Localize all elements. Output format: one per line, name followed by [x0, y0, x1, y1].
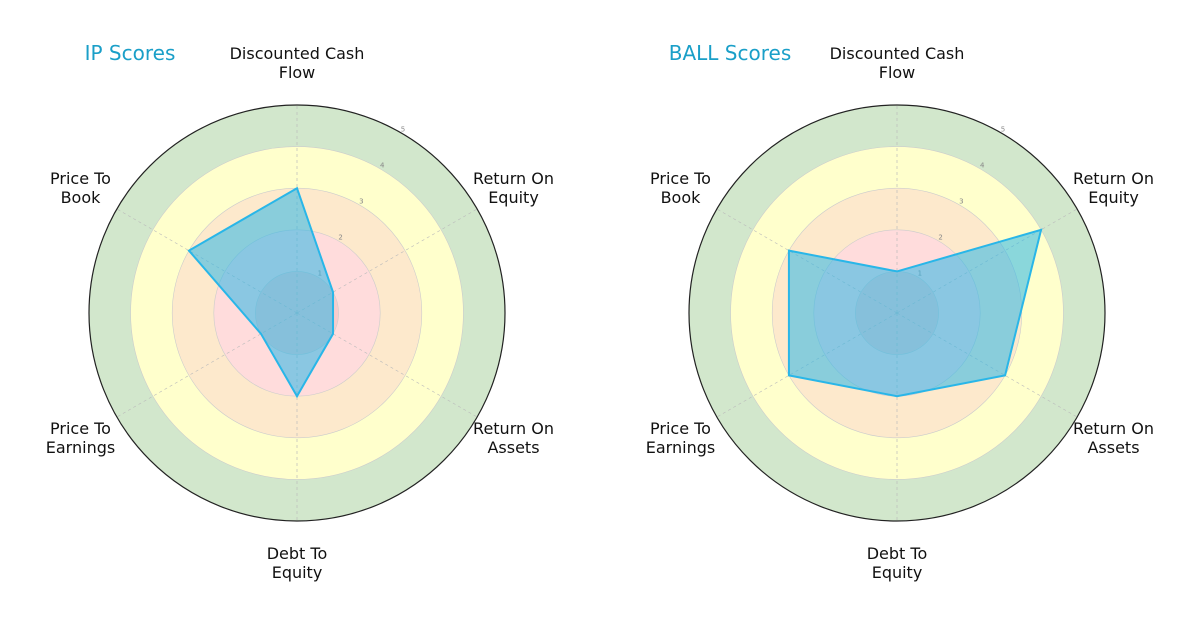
r-tick-label: 4: [380, 161, 385, 169]
r-tick-label: 3: [359, 197, 363, 205]
axis-label: Return On Assets: [1073, 419, 1154, 457]
r-tick-label: 5: [401, 125, 405, 133]
score-polygon: [787, 228, 1043, 398]
spoke: [116, 312, 298, 418]
axis-label: Return On Equity: [473, 169, 554, 207]
axis-label: Discounted Cash Flow: [829, 44, 965, 82]
r-tick-label: 2: [338, 233, 342, 241]
axis-label: Debt To Equity: [866, 544, 928, 582]
r-tick-label: 2: [938, 233, 942, 241]
score-polygon: [187, 186, 335, 399]
axis-label: Price To Earnings: [645, 419, 716, 457]
chart-title: IP Scores: [84, 41, 176, 65]
r-tick-label: 5: [1001, 125, 1005, 133]
spoke: [296, 312, 478, 418]
axis-label: Discounted Cash Flow: [229, 44, 365, 82]
axis-label: Price To Book: [50, 169, 111, 207]
axis-label: Debt To Equity: [266, 544, 328, 582]
axis-label: Return On Equity: [1073, 169, 1154, 207]
axis-label: Price To Book: [650, 169, 711, 207]
axis-label: Price To Earnings: [45, 419, 116, 457]
chart-title: BALL Scores: [668, 41, 792, 65]
r-tick-label: 3: [959, 197, 963, 205]
spoke: [296, 208, 478, 314]
axis-label: Return On Assets: [473, 419, 554, 457]
r-tick-label: 4: [980, 161, 985, 169]
